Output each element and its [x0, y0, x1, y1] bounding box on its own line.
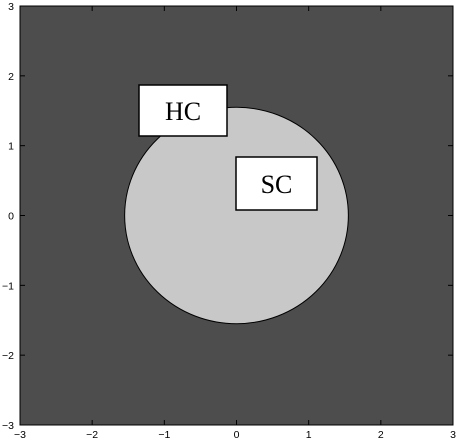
x-tick-label: 2 — [378, 429, 384, 441]
y-axis: 3 2 1 0 −1 −2 −3 — [2, 1, 453, 432]
x-tick-label: 3 — [450, 429, 456, 441]
y-tick-label: 3 — [8, 1, 14, 13]
sc-label-box: SC — [235, 156, 318, 211]
y-tick-label: 1 — [8, 141, 14, 153]
x-tick-label: −2 — [86, 429, 98, 441]
y-tick-label: −2 — [2, 350, 14, 362]
inner-region-sc — [124, 106, 349, 325]
y-tick-label: 0 — [8, 211, 14, 223]
x-tick-label: −3 — [14, 429, 26, 441]
x-tick-label: 1 — [306, 429, 312, 441]
y-tick-label: 2 — [8, 71, 14, 83]
x-tick-label: 0 — [234, 429, 240, 441]
x-tick-label: −1 — [158, 429, 170, 441]
x-axis: −3 −2 −1 0 1 2 3 — [14, 6, 456, 441]
y-tick-label: −1 — [2, 280, 14, 292]
sc-label: SC — [261, 170, 293, 199]
hc-label-box: HC — [138, 84, 228, 137]
y-tick-label: −3 — [2, 420, 14, 432]
hc-label: HC — [165, 97, 201, 126]
